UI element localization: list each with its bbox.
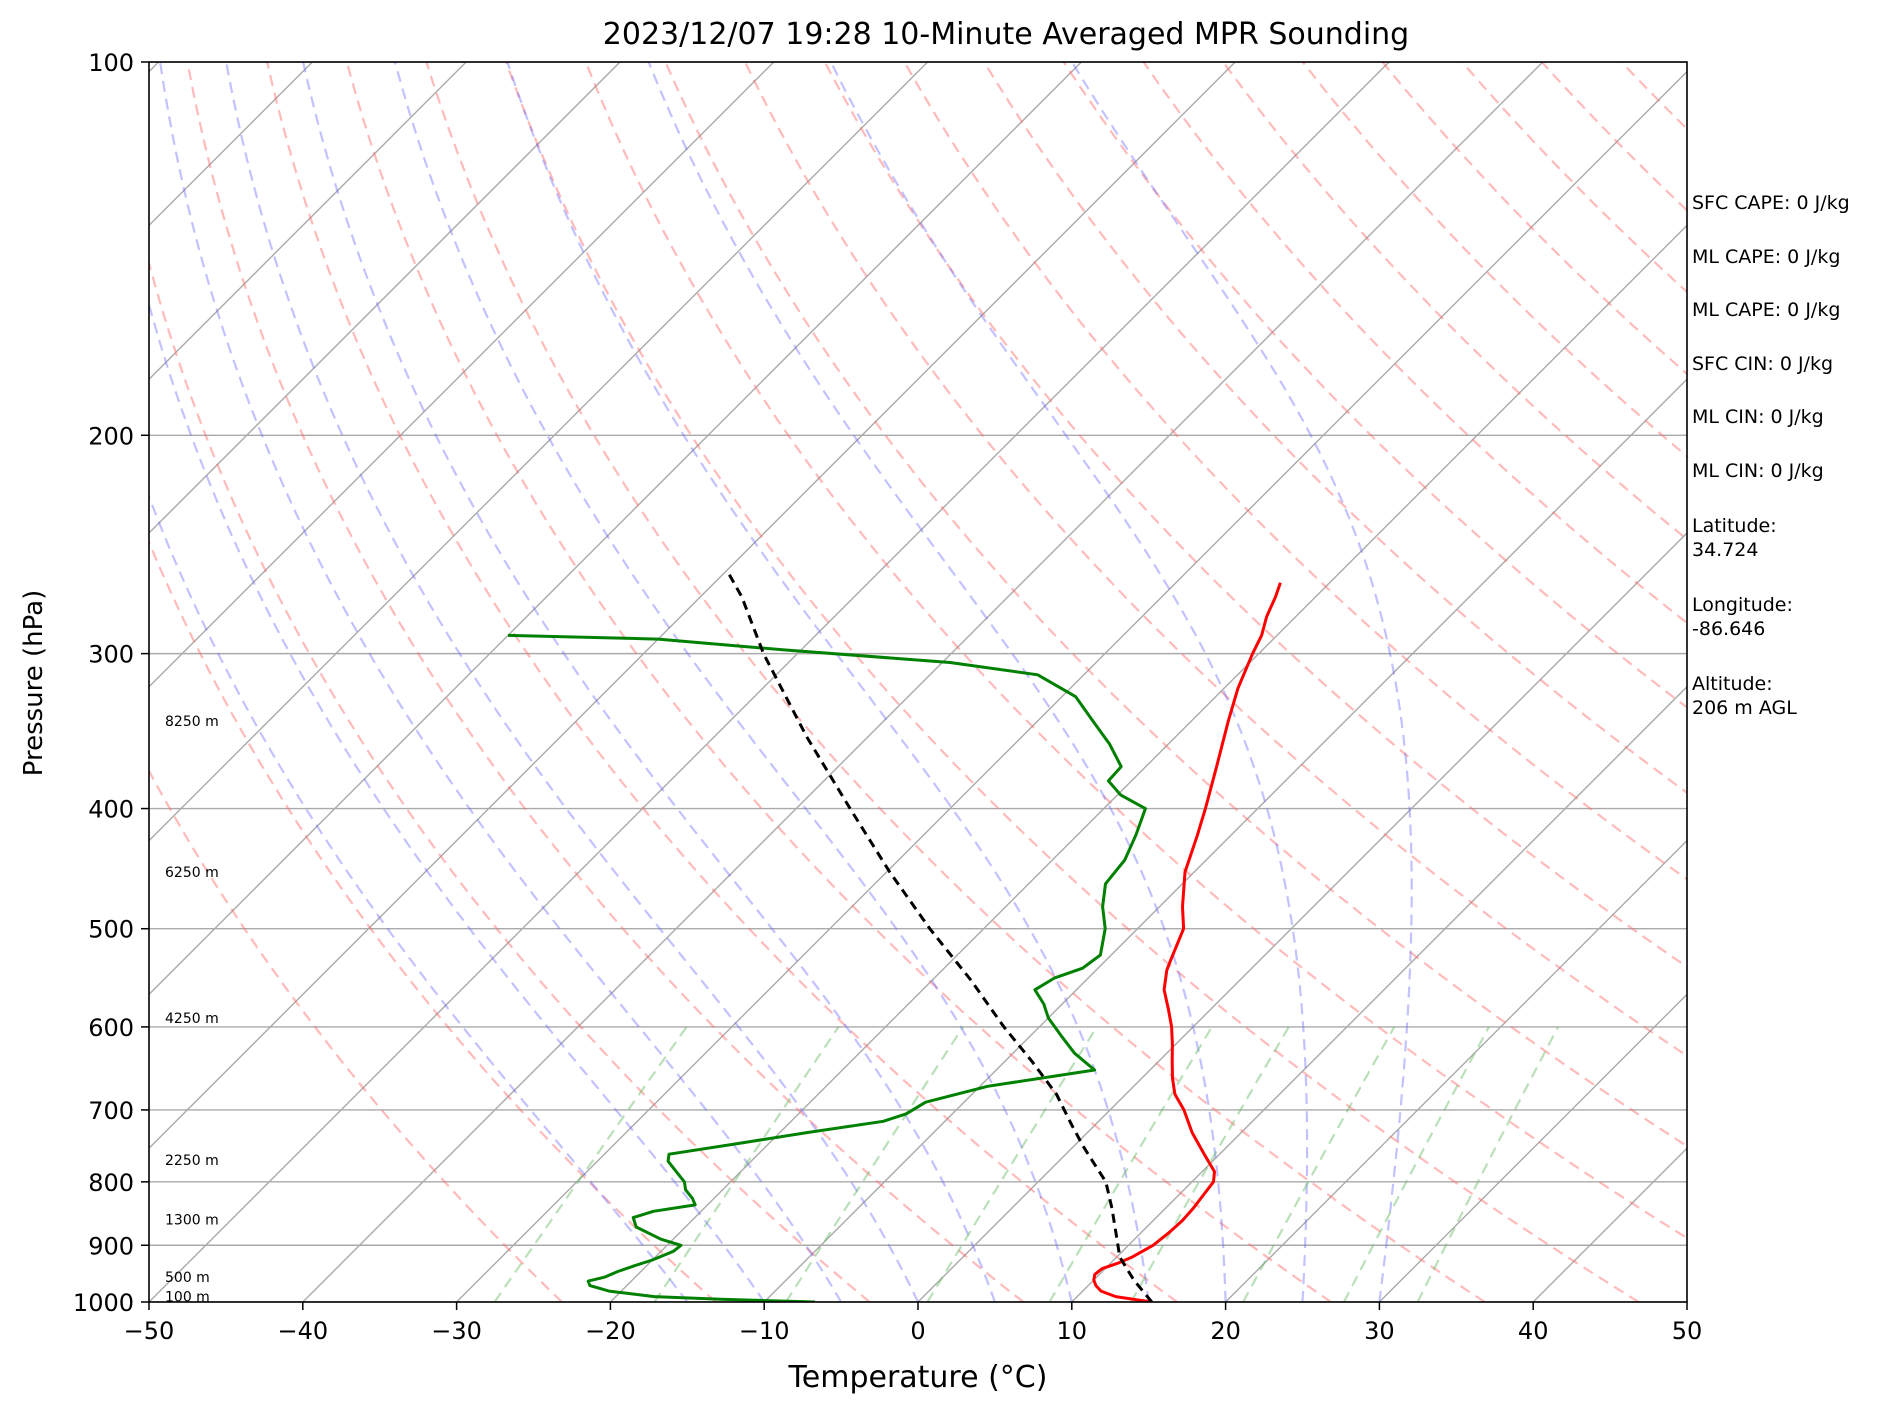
y-tick-label: 200 — [88, 422, 134, 450]
height-label: 1300 m — [165, 1213, 219, 1229]
y-tick-label: 100 — [88, 49, 134, 77]
moist-adiabat-line — [506, 62, 1150, 1302]
sfc-cape-text: SFC CAPE: 0 J/kg — [1692, 192, 1850, 214]
temperature-line — [1092, 582, 1282, 1302]
isotherm-line — [149, 62, 621, 534]
x-tick-label: −10 — [739, 1317, 790, 1345]
mixing-ratio-line — [1416, 1026, 1560, 1302]
x-tick-label: −30 — [431, 1317, 482, 1345]
chart-title: 2023/12/07 19:28 10-Minute Averaged MPR … — [603, 17, 1409, 52]
x-tick-label: 50 — [1672, 1317, 1703, 1345]
moist-adiabat-line — [149, 300, 766, 1302]
ml-cin-text-2: ML CIN: 0 J/kg — [1692, 460, 1824, 482]
isotherm-line — [763, 378, 1687, 1302]
dry-adiabat-line — [1461, 62, 1687, 294]
dry-adiabat-line — [744, 62, 1687, 1058]
x-tick-label: −50 — [124, 1317, 175, 1345]
isotherm-line — [1071, 685, 1687, 1302]
x-tick-label: −40 — [277, 1317, 328, 1345]
x-axis-ticks: −50 −40 −30 −20 −10 0 10 20 30 40 50 — [124, 1302, 1703, 1345]
y-tick-label: 900 — [88, 1232, 134, 1260]
moist-adiabat-line — [647, 62, 1227, 1302]
moist-adiabat-line — [225, 62, 919, 1302]
moist-adiabat-line — [149, 493, 689, 1302]
moist-adiabat-line — [829, 62, 1309, 1302]
mixing-ratio-line — [1130, 1026, 1290, 1302]
isotherm-line — [917, 532, 1687, 1302]
isotherm-line — [609, 224, 1687, 1302]
height-label: 500 m — [165, 1270, 210, 1286]
isotherm-line — [1378, 993, 1687, 1302]
height-label: 8250 m — [165, 714, 219, 730]
parcel-line — [725, 569, 1153, 1302]
ml-cape-text-2: ML CAPE: 0 J/kg — [1692, 299, 1841, 321]
mixing-ratio-line — [493, 1026, 688, 1302]
sfc-cin-text: SFC CIN: 0 J/kg — [1692, 353, 1834, 375]
isotherm-line — [1225, 839, 1687, 1302]
isotherm-line — [302, 62, 1544, 1302]
y-tick-label: 400 — [88, 796, 134, 824]
dry-adiabat-line — [1062, 62, 1687, 709]
dry-adiabat-line — [186, 62, 1025, 1302]
x-tick-label: 30 — [1364, 1317, 1395, 1345]
y-tick-label: 300 — [88, 641, 134, 669]
x-axis-label: Temperature (°C) — [788, 1360, 1048, 1395]
y-tick-label: 700 — [88, 1097, 134, 1125]
mixing-ratio-line — [1343, 1026, 1490, 1302]
x-tick-label: 10 — [1057, 1317, 1088, 1345]
data-series — [507, 569, 1282, 1302]
height-label: 6250 m — [165, 865, 219, 881]
height-label: 2250 m — [165, 1153, 219, 1169]
isotherm-line — [149, 62, 1390, 1302]
isotherm-line — [149, 62, 1082, 996]
moist-adiabat-line — [302, 62, 996, 1302]
y-axis-label: Pressure (hPa) — [19, 590, 49, 777]
mixing-ratio-line — [785, 1026, 965, 1302]
dry-adiabat-line — [903, 62, 1687, 881]
background-lines — [0, 62, 1687, 1302]
longitude-text: Longitude: -86.646 — [1692, 594, 1793, 640]
ml-cape-text: ML CAPE: 0 J/kg — [1692, 246, 1841, 268]
isotherm-line — [0, 62, 5, 1302]
isotherm-line — [149, 62, 775, 688]
height-label: 4250 m — [165, 1011, 219, 1027]
mixing-ratio-line — [1242, 1026, 1396, 1302]
dry-adiabat-line — [584, 62, 1687, 1240]
x-tick-label: 0 — [910, 1317, 925, 1345]
dry-adiabat-line — [149, 539, 717, 1302]
latitude-text: Latitude: 34.724 — [1692, 515, 1777, 561]
moist-adiabat-line — [159, 62, 843, 1302]
moist-adiabat-line — [393, 62, 1073, 1302]
mixing-ratio-line — [926, 1026, 1098, 1302]
isotherm-line — [149, 62, 1236, 1150]
dry-adiabat-line — [983, 62, 1687, 795]
isotherm-line — [149, 62, 929, 842]
dry-adiabat-line — [823, 62, 1687, 969]
x-tick-label: 20 — [1210, 1317, 1241, 1345]
y-tick-label: 1000 — [73, 1289, 134, 1317]
y-tick-label: 800 — [88, 1169, 134, 1197]
dry-adiabat-line — [266, 62, 1178, 1302]
ml-cin-text: ML CIN: 0 J/kg — [1692, 406, 1824, 428]
dewpoint-line — [507, 633, 1147, 1302]
dry-adiabat-line — [345, 62, 1332, 1302]
plot-frame — [148, 61, 1688, 1303]
mixing-ratio-line — [1048, 1026, 1213, 1302]
dry-adiabat-line — [149, 259, 871, 1302]
mixing-ratio-line — [653, 1026, 840, 1302]
y-axis-ticks: 100 200 300 400 500 600 700 800 900 1000 — [73, 49, 149, 1317]
isotherm-line — [456, 70, 1687, 1302]
x-tick-label: −20 — [585, 1317, 636, 1345]
y-tick-label: 600 — [88, 1014, 134, 1042]
isotherm-line — [149, 62, 467, 381]
dry-adiabat-line — [425, 62, 1486, 1302]
x-tick-label: 40 — [1518, 1317, 1549, 1345]
dry-adiabat-line — [664, 62, 1687, 1148]
dry-adiabat-line — [505, 62, 1640, 1302]
y-tick-label: 500 — [88, 916, 134, 944]
height-label: 100 m — [165, 1290, 210, 1306]
height-labels: 100 m 500 m 1300 m 2250 m 4250 m 6250 m 8250 m — [165, 714, 219, 1306]
altitude-text: Altitude: 206 m AGL — [1692, 673, 1797, 719]
